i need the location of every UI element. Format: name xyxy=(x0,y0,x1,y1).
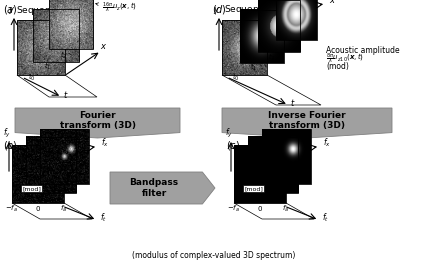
Text: Sequence $\Delta\Phi$: Sequence $\Delta\Phi$ xyxy=(16,4,78,17)
Polygon shape xyxy=(222,75,321,105)
Text: $f_y$: $f_y$ xyxy=(3,127,11,140)
Text: Inverse Fourier
transform (3D): Inverse Fourier transform (3D) xyxy=(268,111,346,130)
Text: $x$: $x$ xyxy=(329,0,336,5)
Bar xyxy=(248,137,299,193)
Text: $f_t$: $f_t$ xyxy=(322,211,329,223)
Text: Bandpass
filter: Bandpass filter xyxy=(130,178,178,198)
Text: $\frac{8\pi}{\lambda}u_{z10}(\boldsymbol{x},t)$: $\frac{8\pi}{\lambda}u_{z10}(\boldsymbol… xyxy=(326,52,364,66)
Text: $f_x$: $f_x$ xyxy=(101,136,109,149)
Text: [mod]: [mod] xyxy=(22,186,41,191)
Text: $y$: $y$ xyxy=(9,5,15,16)
Bar xyxy=(222,20,267,75)
Text: [mod]: [mod] xyxy=(245,186,263,191)
Bar xyxy=(276,0,317,40)
Text: $y$: $y$ xyxy=(213,5,221,16)
Text: $(c)$: $(c)$ xyxy=(226,139,240,152)
Text: Sequence $\hat{\Delta\hat{\Phi}}(\boldsymbol{x},t)$: Sequence $\hat{\Delta\hat{\Phi}}(\boldsy… xyxy=(224,0,307,17)
Polygon shape xyxy=(222,108,392,138)
Text: $t_1$: $t_1$ xyxy=(44,61,51,72)
Bar xyxy=(262,129,311,184)
Text: Acoustic phase: Acoustic phase xyxy=(0,265,1,266)
Text: $f_t$: $f_t$ xyxy=(100,211,107,223)
Bar xyxy=(240,10,284,63)
Text: $t$: $t$ xyxy=(63,89,69,100)
Text: $(a)$: $(a)$ xyxy=(3,3,18,16)
Bar xyxy=(49,0,93,49)
Text: $f_x$: $f_x$ xyxy=(323,136,331,149)
Bar xyxy=(234,145,286,203)
Polygon shape xyxy=(110,172,215,204)
Text: $t_1$: $t_1$ xyxy=(250,62,257,73)
Text: $f_y$: $f_y$ xyxy=(225,127,233,140)
Text: $(d)$: $(d)$ xyxy=(212,3,227,16)
Text: (mod): (mod) xyxy=(326,62,349,71)
Text: $(b)$: $(b)$ xyxy=(3,139,18,152)
Polygon shape xyxy=(12,203,92,219)
Text: $\frac{16\pi}{\lambda}u_z(\boldsymbol{x},t)$: $\frac{16\pi}{\lambda}u_z(\boldsymbol{x}… xyxy=(96,1,138,15)
Text: $0$: $0$ xyxy=(257,204,263,213)
Text: $f_a$: $f_a$ xyxy=(282,204,290,214)
Bar xyxy=(33,9,79,62)
Bar xyxy=(12,145,64,203)
Polygon shape xyxy=(15,108,180,138)
Text: $x$: $x$ xyxy=(100,42,108,51)
Bar xyxy=(258,0,300,52)
Bar xyxy=(17,20,65,75)
Text: $t_2$: $t_2$ xyxy=(60,50,67,61)
Bar xyxy=(40,129,89,184)
Text: $f_a$: $f_a$ xyxy=(60,204,68,214)
Text: (modulus of complex-valued 3D spectrum): (modulus of complex-valued 3D spectrum) xyxy=(132,251,296,260)
Text: Acoustic amplitude: Acoustic amplitude xyxy=(326,46,400,55)
Text: $t_0$: $t_0$ xyxy=(232,72,239,83)
Polygon shape xyxy=(17,75,97,97)
Text: $t$: $t$ xyxy=(290,97,295,108)
Text: $-f_a$: $-f_a$ xyxy=(6,204,18,214)
Text: Fourier
transform (3D): Fourier transform (3D) xyxy=(60,111,136,130)
Text: $t_0$: $t_0$ xyxy=(27,72,35,83)
Text: $t_2$: $t_2$ xyxy=(268,52,275,63)
Polygon shape xyxy=(234,203,314,219)
Text: $-f_a$: $-f_a$ xyxy=(227,204,241,214)
Text: $0$: $0$ xyxy=(35,204,41,213)
Bar xyxy=(26,137,76,193)
